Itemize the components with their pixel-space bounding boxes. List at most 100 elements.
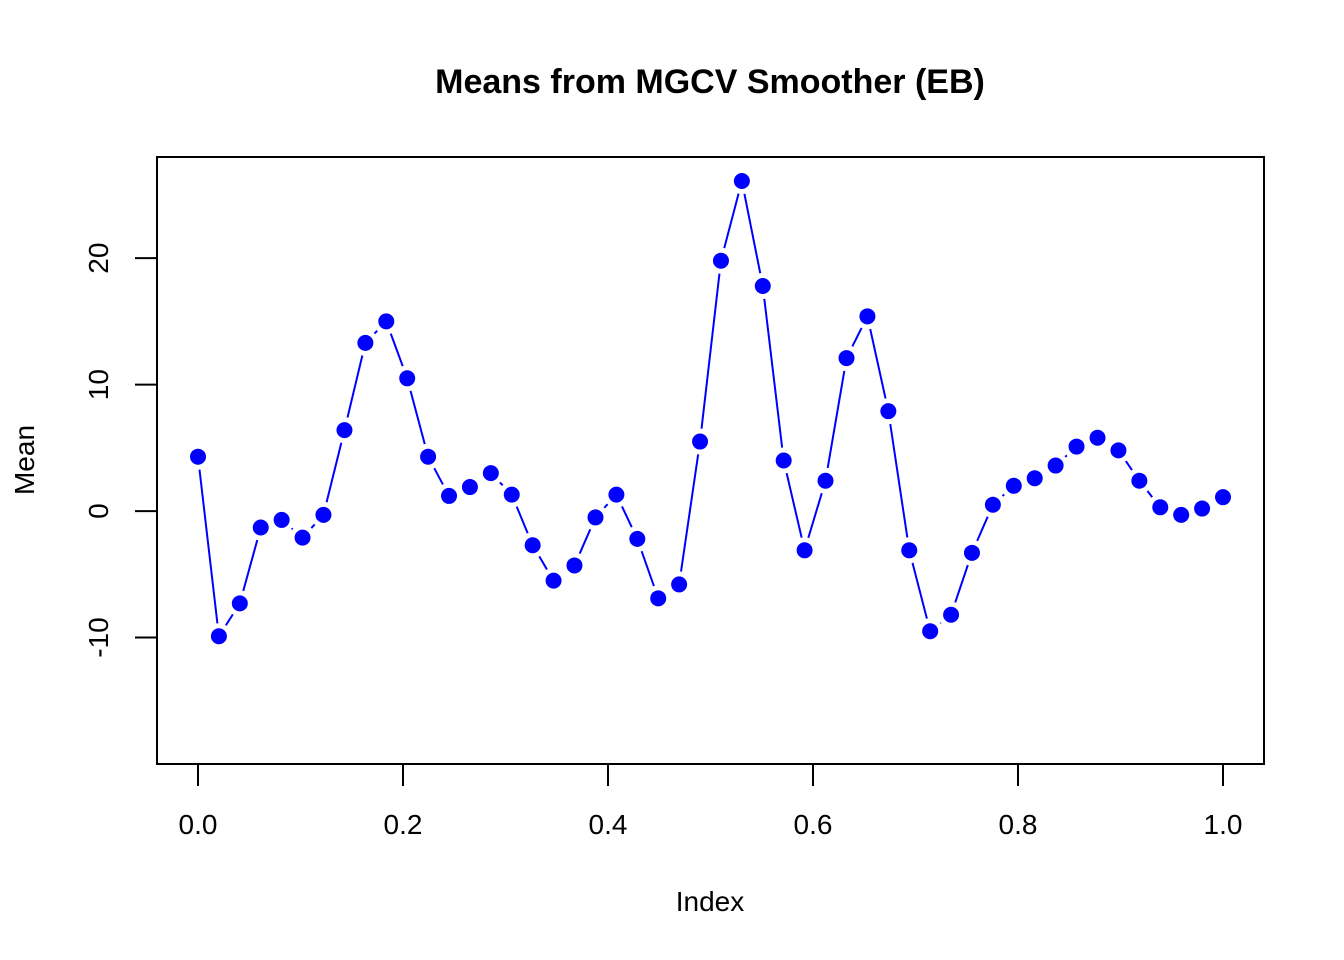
data-point [252,519,269,536]
data-point [587,509,604,526]
data-point [503,486,520,503]
series-segment [325,442,343,503]
series-segment [700,273,721,429]
data-point [859,308,876,325]
series-segment [1064,454,1068,458]
x-tick-label: 0.6 [794,809,833,840]
data-point [963,544,980,561]
data-point [1089,429,1106,446]
data-point [650,590,667,607]
data-point [210,628,227,645]
data-point [608,486,625,503]
data-point [629,530,646,547]
data-point [943,606,960,623]
data-point [901,542,918,559]
data-point [1131,472,1148,489]
data-point [441,487,458,504]
data-point [1173,506,1190,523]
data-point [1047,457,1064,474]
series-segment [1146,490,1154,498]
data-point [378,313,395,330]
data-point [922,623,939,640]
chart-title: Means from MGCV Smoother (EB) [435,63,985,101]
series-segment [723,193,740,249]
data-point [1005,477,1022,494]
series-segment [242,539,259,592]
series-segment [954,564,969,603]
y-axis: -10 0 10 20 [83,243,158,658]
data-point [399,370,416,387]
data-point [545,572,562,589]
data-point [315,506,332,523]
data-point [294,529,311,546]
series-segment [433,467,444,485]
series-segment [889,423,909,538]
x-axis-label: Index [676,886,745,917]
series-segment [911,562,928,619]
series-segment [807,492,823,539]
data-point [190,448,206,465]
series-segment [409,390,426,445]
series-segment [826,370,846,469]
data-point [273,511,290,528]
data-point [336,422,353,439]
data-point [1194,500,1211,517]
series-segment [538,555,548,570]
series-segment [621,505,633,528]
plot-frame [156,156,1265,765]
data-point [1068,438,1085,455]
data-point [482,465,499,482]
y-tick-label: 20 [83,243,114,274]
series-segment [640,550,655,587]
data-point [775,452,792,469]
data-point [733,173,750,190]
x-axis: 0.0 0.2 0.4 0.6 0.8 1.0 [179,763,1243,840]
data-point [796,542,813,559]
data-point [461,479,478,496]
x-tick-label: 0.4 [589,809,628,840]
data-point [671,576,688,593]
series-segment [851,327,863,347]
data-point [712,252,729,269]
series-segment [785,472,803,538]
series-segment [763,298,784,448]
data-series [190,173,1231,645]
data-point [817,472,834,489]
series-segment [373,330,378,335]
series-segment [290,527,294,531]
series-segment [389,333,404,367]
data-point [1026,470,1043,487]
data-point [1152,499,1169,516]
data-point [231,595,248,612]
series-segment [310,523,316,529]
series-segment [976,516,989,542]
y-axis-label: Mean [9,425,40,495]
series-segment [499,481,504,487]
series-segment [225,613,234,626]
series-segment [869,328,887,399]
data-point [1215,489,1231,506]
x-tick-label: 0.0 [179,809,218,840]
series-segment [346,355,364,418]
data-point [566,557,583,574]
series-segment [603,503,609,509]
data-point [1110,442,1127,459]
x-tick-label: 1.0 [1204,809,1243,840]
x-tick-label: 0.8 [999,809,1038,840]
series-segment [578,528,592,554]
series-segment [1125,460,1133,471]
series-segment [198,469,219,624]
series-segment [680,454,700,572]
y-tick-label: 10 [83,369,114,400]
data-point [880,403,897,420]
data-point [754,277,771,294]
series-segment [1001,493,1005,497]
y-tick-label: -10 [83,617,114,657]
series-segment [515,506,529,534]
data-point [838,350,855,367]
data-point [692,433,709,450]
series-segment [743,193,762,274]
y-tick-label: 0 [83,503,114,519]
x-tick-label: 0.2 [384,809,423,840]
